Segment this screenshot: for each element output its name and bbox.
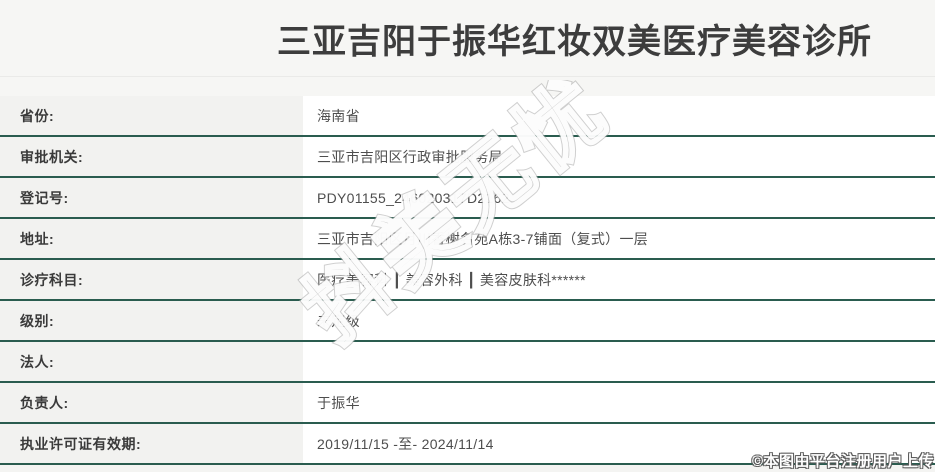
row-value: 医疗美容科 ┃ 美容外科 ┃ 美容皮肤科****** [303, 260, 935, 299]
row-value: 海南省 [303, 96, 935, 135]
table-row: 诊疗科目: 医疗美容科 ┃ 美容外科 ┃ 美容皮肤科****** [0, 260, 935, 301]
row-label: 诊疗科目: [0, 260, 303, 299]
header-spacer [0, 77, 935, 96]
row-label: 登记号: [0, 178, 303, 217]
row-label: 级别: [0, 301, 303, 340]
row-value: 2019/11/15 -至- 2024/11/14 [303, 424, 935, 463]
row-label: 负责人: [0, 383, 303, 422]
table-row: 法人: [0, 342, 935, 383]
table-row: 负责人: 于振华 [0, 383, 935, 424]
row-value: 未定级 [303, 301, 935, 340]
row-label: 执业许可证有效期: [0, 424, 303, 463]
row-label: 省份: [0, 96, 303, 135]
row-value: 于振华 [303, 383, 935, 422]
page-title: 三亚吉阳于振华红妆双美医疗美容诊所 [277, 23, 872, 61]
table-row: 级别: 未定级 [0, 301, 935, 342]
table-row: 登记号: PDY01155_246020317D2162 [0, 178, 935, 219]
row-value [303, 342, 935, 381]
table-row: 执业许可证有效期: 2019/11/15 -至- 2024/11/14 [0, 424, 935, 465]
row-value: PDY01155_246020317D2162 [303, 178, 935, 217]
bottom-strip [0, 465, 935, 472]
row-value: 三亚市吉阳区月川香榭名苑A栋3-7铺面（复式）一层 [303, 219, 935, 258]
info-table: 省份: 海南省 审批机关: 三亚市吉阳区行政审批服务局 登记号: PDY0115… [0, 96, 935, 465]
row-label: 审批机关: [0, 137, 303, 176]
table-row: 省份: 海南省 [0, 96, 935, 137]
table-row: 审批机关: 三亚市吉阳区行政审批服务局 [0, 137, 935, 178]
row-value: 三亚市吉阳区行政审批服务局 [303, 137, 935, 176]
row-label: 法人: [0, 342, 303, 381]
page-header: 三亚吉阳于振华红妆双美医疗美容诊所 [0, 0, 935, 77]
row-label: 地址: [0, 219, 303, 258]
table-row: 地址: 三亚市吉阳区月川香榭名苑A栋3-7铺面（复式）一层 [0, 219, 935, 260]
